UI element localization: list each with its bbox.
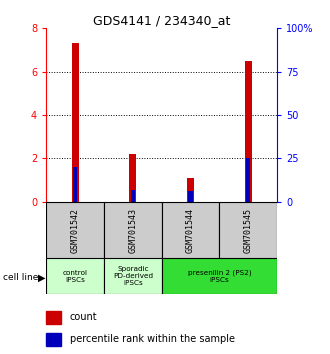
Bar: [73, 167, 77, 202]
Bar: [245, 61, 252, 202]
Text: ▶: ▶: [38, 273, 46, 283]
Text: cell line: cell line: [3, 273, 39, 282]
Text: GSM701542: GSM701542: [71, 207, 80, 253]
Bar: [129, 154, 136, 202]
Text: presenilin 2 (PS2)
iPSCs: presenilin 2 (PS2) iPSCs: [188, 269, 251, 283]
Bar: [104, 258, 162, 294]
Text: GSM701543: GSM701543: [128, 207, 137, 253]
Bar: [219, 202, 277, 258]
Bar: [104, 202, 162, 258]
Text: percentile rank within the sample: percentile rank within the sample: [70, 335, 235, 344]
Bar: [187, 178, 194, 202]
Bar: [246, 159, 250, 202]
Bar: [46, 202, 104, 258]
Bar: [162, 258, 277, 294]
Bar: [131, 190, 135, 202]
Title: GDS4141 / 234340_at: GDS4141 / 234340_at: [93, 14, 230, 27]
Bar: [188, 192, 193, 202]
Bar: [46, 311, 61, 324]
Text: GSM701544: GSM701544: [186, 207, 195, 253]
Bar: [46, 258, 104, 294]
Bar: [72, 44, 79, 202]
Text: count: count: [70, 312, 97, 322]
Bar: [162, 202, 219, 258]
Text: control
IPSCs: control IPSCs: [63, 270, 87, 282]
Text: GSM701545: GSM701545: [244, 207, 253, 253]
Text: Sporadic
PD-derived
iPSCs: Sporadic PD-derived iPSCs: [113, 266, 153, 286]
Bar: [46, 333, 61, 346]
